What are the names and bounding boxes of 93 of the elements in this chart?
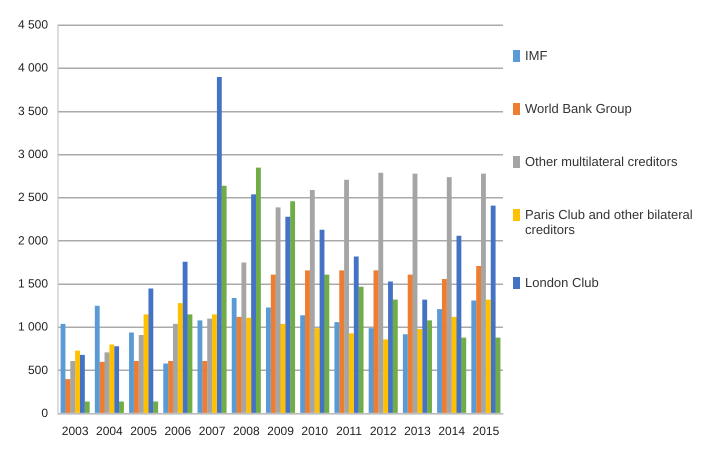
bar bbox=[168, 360, 173, 413]
legend-label: World Bank Group bbox=[525, 101, 632, 116]
bar bbox=[437, 309, 442, 413]
x-tick-label: 2010 bbox=[301, 424, 328, 438]
bar bbox=[80, 354, 85, 413]
x-tick-label: 2008 bbox=[232, 424, 260, 438]
x-tick-label: 2005 bbox=[130, 424, 158, 438]
y-tick-label: 3 000 bbox=[18, 146, 48, 161]
bar bbox=[266, 307, 271, 413]
bar bbox=[100, 362, 105, 413]
y-tick-label: 2 500 bbox=[18, 190, 48, 204]
legend-label: Paris Club and other bilateral creditors bbox=[525, 207, 694, 237]
y-tick-label: 1 500 bbox=[18, 276, 48, 290]
bar bbox=[144, 314, 148, 413]
bar bbox=[348, 333, 354, 413]
bar bbox=[324, 274, 330, 413]
bar bbox=[300, 315, 306, 413]
legend-label: IMF bbox=[525, 48, 548, 63]
bar bbox=[60, 324, 66, 413]
bar bbox=[339, 270, 344, 413]
bar bbox=[305, 270, 310, 413]
bar bbox=[476, 266, 482, 413]
legend-label: Other multilateral creditors bbox=[525, 154, 678, 169]
bar bbox=[222, 186, 227, 413]
bar bbox=[216, 76, 222, 413]
x-tick-label: 2014 bbox=[438, 424, 466, 438]
y-tick-label: 3 500 bbox=[18, 104, 48, 118]
bar bbox=[402, 334, 408, 413]
bar bbox=[212, 314, 217, 413]
x-tick-label: 2004 bbox=[96, 424, 124, 438]
bar bbox=[84, 402, 90, 413]
bar bbox=[65, 379, 70, 413]
x-tick-label: 2012 bbox=[370, 424, 397, 438]
bar bbox=[452, 316, 457, 413]
x-tick-label: 2006 bbox=[164, 424, 192, 438]
bar bbox=[490, 206, 496, 413]
bar bbox=[129, 332, 134, 413]
bar bbox=[354, 256, 359, 413]
bar bbox=[202, 360, 208, 413]
bar bbox=[236, 316, 242, 413]
bar bbox=[290, 201, 296, 413]
y-tick-label: 1 000 bbox=[18, 320, 48, 334]
bar bbox=[232, 298, 237, 413]
x-tick-label: 2003 bbox=[62, 424, 89, 438]
bar bbox=[461, 338, 466, 413]
bar bbox=[334, 322, 340, 413]
bar bbox=[422, 300, 428, 413]
x-tick-label: 2011 bbox=[336, 424, 362, 438]
x-tick-label: 2007 bbox=[198, 424, 226, 438]
bar bbox=[442, 278, 447, 413]
x-tick-label: 2015 bbox=[472, 424, 500, 438]
bar bbox=[280, 324, 286, 413]
bar bbox=[148, 288, 154, 413]
bar bbox=[246, 318, 252, 413]
bar bbox=[270, 274, 276, 413]
bar bbox=[109, 344, 114, 413]
bar bbox=[285, 216, 290, 413]
bar bbox=[119, 402, 124, 413]
y-tick-label: 0 bbox=[41, 406, 48, 420]
bar bbox=[94, 306, 100, 413]
bar bbox=[417, 329, 422, 413]
y-tick-label: 4 500 bbox=[18, 18, 48, 32]
bar bbox=[456, 236, 462, 413]
bar bbox=[188, 314, 192, 413]
bar bbox=[388, 282, 393, 413]
bar bbox=[178, 303, 183, 413]
bar bbox=[486, 300, 491, 413]
bar bbox=[163, 364, 168, 413]
legend-label: London Club bbox=[525, 275, 599, 290]
bar bbox=[256, 168, 261, 413]
bar bbox=[496, 338, 500, 413]
x-tick-label: 2009 bbox=[267, 424, 294, 438]
y-tick-label: 500 bbox=[28, 362, 48, 377]
y-tick-label: 4 000 bbox=[18, 60, 48, 75]
bar bbox=[392, 300, 398, 413]
y-tick-label: 2 000 bbox=[18, 233, 48, 248]
bar bbox=[251, 194, 256, 413]
bar bbox=[114, 346, 120, 413]
bar bbox=[383, 339, 388, 413]
bar bbox=[471, 300, 476, 413]
bar bbox=[374, 270, 378, 413]
bar bbox=[408, 274, 413, 413]
bar bbox=[320, 230, 324, 413]
bar bbox=[358, 286, 364, 413]
bar bbox=[134, 360, 139, 413]
bar bbox=[314, 328, 320, 413]
bar bbox=[182, 262, 188, 413]
bar bbox=[75, 350, 80, 413]
bar bbox=[198, 320, 202, 413]
bar bbox=[368, 328, 374, 413]
bar bbox=[153, 402, 158, 413]
x-tick-label: 2013 bbox=[404, 424, 432, 438]
bar bbox=[427, 320, 432, 413]
